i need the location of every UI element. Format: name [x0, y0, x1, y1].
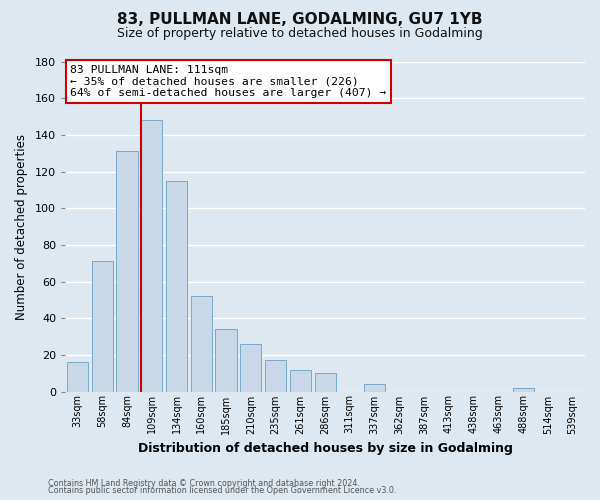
- Text: 83, PULLMAN LANE, GODALMING, GU7 1YB: 83, PULLMAN LANE, GODALMING, GU7 1YB: [117, 12, 483, 28]
- Text: Size of property relative to detached houses in Godalming: Size of property relative to detached ho…: [117, 28, 483, 40]
- Bar: [92, 262, 113, 392]
- Bar: [215, 329, 236, 392]
- Text: Contains public sector information licensed under the Open Government Licence v3: Contains public sector information licen…: [48, 486, 397, 495]
- Bar: [240, 344, 261, 392]
- Bar: [116, 152, 137, 392]
- Text: 83 PULLMAN LANE: 111sqm
← 35% of detached houses are smaller (226)
64% of semi-d: 83 PULLMAN LANE: 111sqm ← 35% of detache…: [70, 65, 386, 98]
- Bar: [166, 180, 187, 392]
- Y-axis label: Number of detached properties: Number of detached properties: [15, 134, 28, 320]
- Text: Contains HM Land Registry data © Crown copyright and database right 2024.: Contains HM Land Registry data © Crown c…: [48, 478, 360, 488]
- Bar: [265, 360, 286, 392]
- Bar: [512, 388, 533, 392]
- Bar: [67, 362, 88, 392]
- Bar: [290, 370, 311, 392]
- X-axis label: Distribution of detached houses by size in Godalming: Distribution of detached houses by size …: [137, 442, 512, 455]
- Bar: [191, 296, 212, 392]
- Bar: [364, 384, 385, 392]
- Bar: [141, 120, 162, 392]
- Bar: [314, 373, 335, 392]
